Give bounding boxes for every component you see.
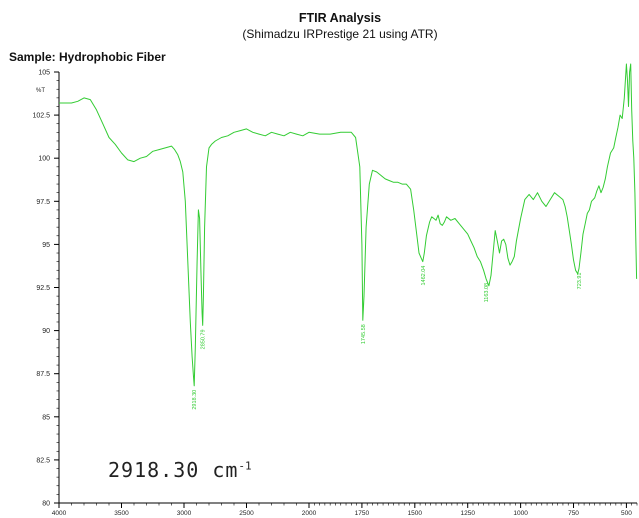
callout-superscript: -1 bbox=[238, 459, 252, 473]
x-tick-label: 3500 bbox=[114, 510, 129, 517]
y-tick-label: 87.5 bbox=[36, 371, 50, 378]
selected-peak-callout: 2918.30 cm-1 bbox=[108, 458, 252, 482]
peak-label: 723.91 bbox=[577, 273, 583, 290]
x-tick-label: 1000 bbox=[513, 510, 528, 517]
x-tick-label: 1250 bbox=[460, 510, 475, 517]
x-tick-label: 3000 bbox=[177, 510, 192, 517]
y-tick-label: 85 bbox=[42, 414, 50, 421]
y-tick-label: 95 bbox=[42, 242, 50, 249]
peak-label: 2850.79 bbox=[201, 329, 207, 349]
callout-value: 2918.30 cm bbox=[108, 458, 239, 482]
y-tick-label: 92.5 bbox=[36, 285, 50, 292]
x-tick-label: 1750 bbox=[355, 510, 370, 517]
spectrum-line bbox=[59, 63, 638, 387]
chart-title: FTIR Analysis bbox=[298, 11, 382, 25]
y-tick-label: 90 bbox=[42, 328, 50, 335]
chart-series-group bbox=[59, 63, 638, 387]
sample-label: Sample: Hydrophobic Fiber bbox=[9, 50, 166, 64]
x-tick-label: 2500 bbox=[239, 510, 254, 517]
x-tick-label: 2000 bbox=[302, 510, 317, 517]
y-tick-label: 105 bbox=[38, 70, 50, 77]
y-tick-label: 97.5 bbox=[36, 199, 50, 206]
y-axis-label: %T bbox=[36, 88, 45, 94]
x-tick-label: 4000 bbox=[52, 510, 67, 517]
x-tick-label: 750 bbox=[568, 510, 579, 517]
peak-label: 1462.04 bbox=[421, 266, 427, 286]
chart-axes: 80 82.5 85 87.5 90 92.5 95 97.5 100 102.5 105 %T 400… bbox=[32, 70, 638, 517]
peak-annotations: 2918.30 2850.79 1745.58 1462.04 1163.08 723.9… bbox=[192, 266, 583, 410]
x-tick-label: 500 bbox=[621, 510, 632, 517]
y-tick-label: 80 bbox=[42, 501, 50, 508]
y-tick-label: 82.5 bbox=[36, 457, 50, 464]
peak-label: 2918.30 bbox=[192, 390, 198, 410]
y-tick-label: 100 bbox=[38, 156, 50, 163]
x-tick-label: 1500 bbox=[408, 510, 423, 517]
peak-label: 1163.08 bbox=[484, 283, 490, 302]
peak-label: 1745.58 bbox=[361, 324, 367, 344]
y-tick-label: 102.5 bbox=[32, 113, 50, 120]
chart-subtitle: (Shimadzu IRPrestige 21 using ATR) bbox=[242, 27, 438, 41]
